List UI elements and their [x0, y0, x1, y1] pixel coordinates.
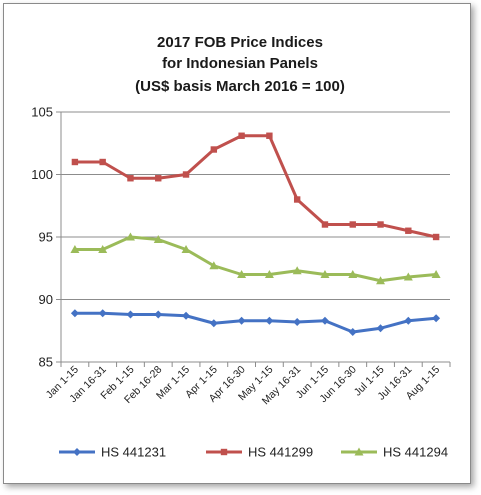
- data-point: [155, 175, 162, 182]
- data-point: [404, 316, 413, 325]
- data-point: [153, 235, 163, 243]
- legend-item: HS 441231: [59, 445, 166, 460]
- data-point: [376, 276, 386, 285]
- data-point: [71, 158, 79, 166]
- data-point: [376, 324, 385, 333]
- chart-title-line-1: 2017 FOB Price Indices: [157, 34, 323, 51]
- legend-marker: [73, 448, 81, 456]
- legend-label: HS 441299: [248, 445, 313, 460]
- chart-title-line-3: (US$ basis March 2016 = 100): [135, 78, 345, 95]
- data-point: [432, 233, 440, 241]
- data-point: [237, 316, 246, 325]
- data-point: [70, 309, 79, 318]
- y-tick-label: 90: [39, 292, 53, 307]
- legend-label: HS 441231: [101, 445, 166, 460]
- data-point: [99, 158, 106, 166]
- line-chart: 2017 FOB Price Indices for Indonesian Pa…: [31, 34, 451, 460]
- data-point: [182, 311, 191, 320]
- data-point: [209, 261, 219, 270]
- chart-frame: 2017 FOB Price Indices for Indonesian Pa…: [3, 3, 471, 484]
- legend-item: HS 441299: [206, 445, 313, 460]
- data-point: [264, 270, 274, 278]
- y-tick-label: 105: [31, 105, 53, 120]
- series-line: [74, 134, 437, 239]
- legend: HS 441231 HS 441299 HS 441294: [59, 445, 448, 460]
- data-point: [182, 171, 190, 178]
- series-hs-441299: [71, 132, 440, 241]
- data-point: [237, 270, 247, 278]
- data-point: [209, 319, 218, 328]
- data-point: [127, 175, 134, 182]
- data-point: [348, 270, 358, 278]
- y-tick-label: 85: [39, 355, 53, 370]
- data-point: [348, 328, 357, 336]
- data-point: [98, 245, 108, 253]
- data-point: [431, 270, 441, 278]
- legend-item: HS 441294: [341, 445, 448, 460]
- data-point: [154, 310, 163, 319]
- chart-title-line-2: for Indonesian Panels: [162, 55, 318, 72]
- data-point: [405, 227, 412, 234]
- data-point: [125, 232, 135, 241]
- legend-label: HS 441294: [383, 445, 448, 460]
- data-point: [403, 272, 413, 281]
- data-point: [181, 245, 191, 253]
- data-point: [320, 316, 329, 325]
- data-point: [293, 318, 302, 326]
- data-point: [98, 309, 107, 318]
- y-axis-ticks: 85 90 95 100 105: [31, 105, 61, 370]
- data-point: [293, 196, 301, 203]
- data-point: [349, 221, 356, 228]
- legend-marker: [220, 448, 228, 456]
- series-hs-441231: [70, 309, 441, 336]
- data-point: [210, 146, 218, 153]
- data-point: [320, 270, 330, 278]
- y-tick-label: 95: [39, 230, 53, 245]
- series-line: [74, 311, 437, 334]
- series-hs-441294: [70, 232, 441, 285]
- data-point: [238, 132, 245, 139]
- data-point: [266, 132, 273, 139]
- data-point: [70, 245, 80, 253]
- data-point: [126, 310, 135, 319]
- y-tick-label: 100: [31, 167, 53, 182]
- series-group: [70, 132, 441, 336]
- data-point: [265, 316, 274, 325]
- chart-title: 2017 FOB Price Indices for Indonesian Pa…: [135, 34, 345, 95]
- series-line: [74, 235, 437, 283]
- data-point: [321, 221, 329, 228]
- legend-marker: [354, 447, 364, 456]
- data-point: [377, 221, 384, 228]
- data-point: [292, 266, 302, 275]
- data-point: [432, 314, 441, 323]
